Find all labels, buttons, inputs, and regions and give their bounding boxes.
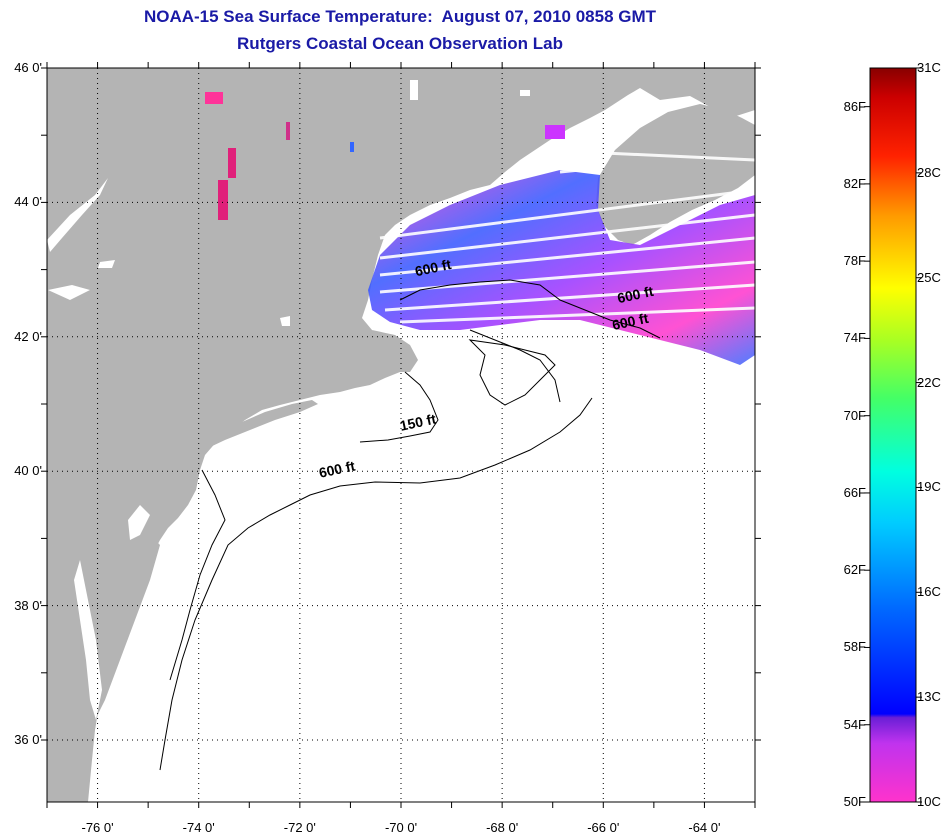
colorbar-fahrenheit-label: 58F (843, 639, 866, 655)
satellite-scan-lines (379, 148, 755, 324)
colorbar-celsius-label: 16C (917, 584, 941, 600)
isobath-600ft-shelf-edge (159, 397, 593, 771)
water-lake (280, 316, 290, 326)
colorbar-fahrenheit-label: 62F (843, 562, 866, 578)
land-delmarva (90, 530, 160, 720)
colorbar-fahrenheit-label: 50F (843, 794, 866, 809)
colorbar-celsius-label: 13C (917, 689, 941, 705)
water-great-lakes (47, 178, 108, 252)
lon-tick-label: -64 0' (688, 820, 721, 835)
lon-tick-label: -74 0' (182, 820, 215, 835)
cloud-contaminated-pixels (205, 80, 565, 220)
colorbar-fahrenheit-label: 70F (843, 407, 866, 423)
colorbar-frame (869, 67, 917, 803)
colorbar-fahrenheit-label: 86F (843, 98, 866, 114)
colorbar-celsius-label: 31C (917, 60, 941, 75)
colorbar-celsius-label: 22C (917, 374, 941, 390)
lon-tick-label: -66 0' (587, 820, 620, 835)
colorbar-celsius-label: 19C (917, 479, 941, 495)
colorbar-fahrenheit-label: 78F (843, 253, 866, 269)
map-subtitle: Rutgers Coastal Ocean Observation Lab (237, 34, 563, 53)
isobath-label: 150 ft (398, 410, 437, 433)
colorbar-fahrenheit-label: 54F (843, 716, 866, 732)
lat-tick-label: 40 0' (14, 463, 42, 479)
lat-tick-label: 42 0' (14, 328, 42, 344)
water-delaware-bay (128, 505, 150, 540)
colorbar-fahrenheit-label: 82F (843, 175, 866, 191)
colorbar-celsius-label: 10C (917, 794, 941, 809)
isobath-label: 600 ft (413, 256, 452, 279)
water-lake (98, 260, 115, 268)
lon-tick-label: -70 0' (384, 820, 418, 835)
isobath-gulf-of-maine (399, 279, 661, 403)
lat-tick-label: 38 0' (14, 597, 42, 613)
land-nova-scotia (596, 104, 755, 245)
lat-tick-label: 46 0' (14, 60, 42, 75)
land-cape-cod (372, 330, 418, 372)
colorbar-celsius-label: 25C (917, 269, 941, 285)
lon-tick-label: -72 0' (283, 820, 316, 835)
land-mainland (47, 68, 755, 802)
sst-data-band (368, 170, 755, 365)
isobath-contours (159, 279, 661, 771)
temperature-colorbar (870, 68, 916, 802)
colorbar-celsius-label: 28C (917, 164, 941, 180)
colorbar-fahrenheit-label: 74F (843, 330, 866, 346)
lon-tick-label: -76 0' (81, 820, 114, 835)
lat-tick-label: 36 0' (14, 732, 42, 747)
water-chesapeake-bay (74, 560, 102, 720)
colorbar-fahrenheit-label: 66F (843, 484, 866, 500)
isobath-150ft (169, 371, 439, 681)
lon-tick-label: -68 0' (486, 820, 519, 835)
isobath-label: 600 ft (616, 283, 655, 306)
isobath-label: 600 ft (317, 458, 356, 481)
water-lake (48, 285, 90, 300)
land-long-island (205, 400, 318, 448)
map-title: NOAA-15 Sea Surface Temperature: August … (143, 7, 657, 26)
isobath-georges-bank (468, 339, 556, 406)
lat-tick-label: 44 0' (14, 194, 42, 210)
isobath-label: 600 ft (611, 310, 650, 333)
